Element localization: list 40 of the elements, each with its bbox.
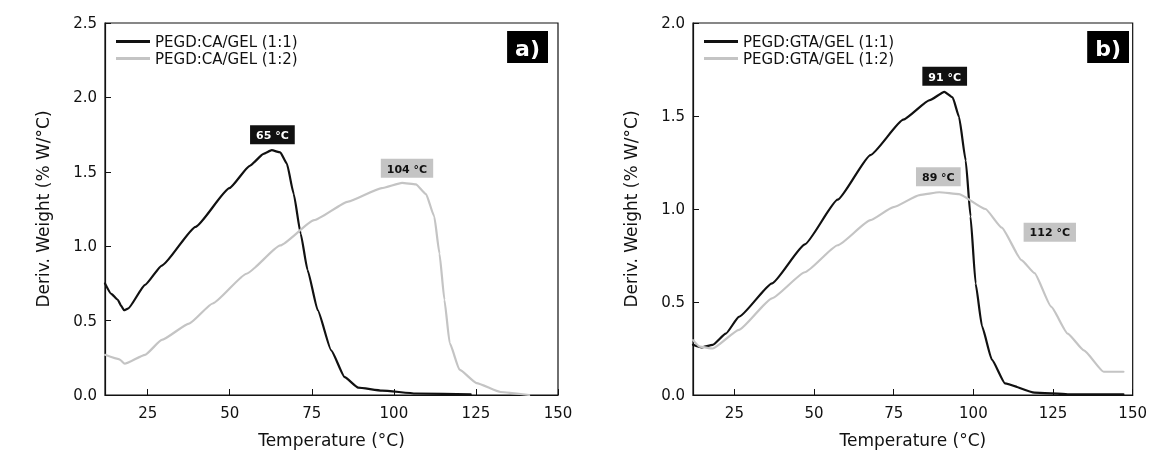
y-tick-label: 2.0 <box>661 14 685 32</box>
y-axis-title: Deriv. Weight (% W/°C) <box>620 110 641 308</box>
x-tick-label: 50 <box>804 403 824 422</box>
x-tick-label: 50 <box>220 403 240 422</box>
legend-label: PEGD:CA/GEL (1:2) <box>155 49 298 68</box>
line-series <box>691 191 1125 373</box>
y-tick-label: 2.5 <box>73 14 97 32</box>
x-tick-label: 75 <box>302 403 322 422</box>
x-tick-label: 150 <box>1118 403 1148 422</box>
x-tick-label: 125 <box>1038 403 1068 422</box>
x-tick-label: 25 <box>724 403 744 422</box>
x-axis-title: Temperature (°C) <box>838 429 987 450</box>
x-tick-label: 100 <box>379 403 409 422</box>
y-tick-label: 1.0 <box>661 200 685 218</box>
y-tick-label: 0.0 <box>73 386 97 404</box>
y-tick-label: 1.5 <box>73 162 97 181</box>
legend-label: PEGD:CA/GEL (1:1) <box>155 32 298 51</box>
x-tick-label: 25 <box>138 403 158 422</box>
y-axis-title: Deriv. Weight (% W/°C) <box>32 110 53 308</box>
y-tick-label: 1.5 <box>661 107 685 125</box>
y-tick-label: 0.0 <box>661 386 685 404</box>
annotation: 91 °C <box>928 70 962 84</box>
y-tick-label: 0.5 <box>73 311 97 330</box>
y-tick-label: 2.0 <box>73 88 97 107</box>
line-series <box>103 181 531 397</box>
legend-label: PEGD:GTA/GEL (1:2) <box>743 49 895 68</box>
x-axis-title: Temperature (°C) <box>257 429 405 450</box>
annotation: 104 °C <box>386 162 428 176</box>
annotation: 65 °C <box>256 129 289 143</box>
annotation: 89 °C <box>921 171 955 185</box>
text: a) <box>515 35 541 61</box>
annotation: 112 °C <box>1029 225 1070 239</box>
x-tick-label: 75 <box>884 403 904 422</box>
y-tick-label: 1.0 <box>73 237 97 256</box>
x-tick-label: 125 <box>461 403 491 422</box>
text: b) <box>1095 35 1122 61</box>
y-tick-label: 0.5 <box>661 293 685 311</box>
legend-label: PEGD:GTA/GEL (1:1) <box>743 32 895 51</box>
x-tick-label: 150 <box>543 403 573 422</box>
x-tick-label: 100 <box>959 403 988 422</box>
